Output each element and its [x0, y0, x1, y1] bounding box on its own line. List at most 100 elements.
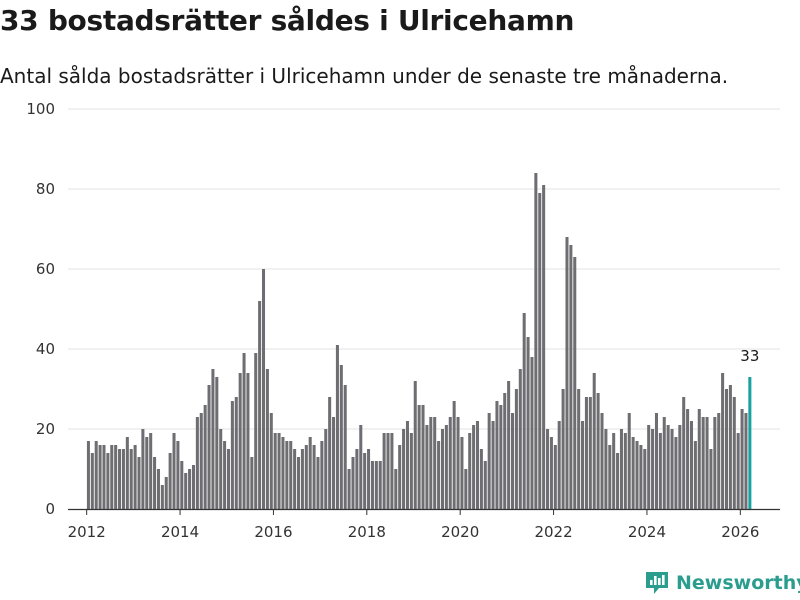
bar	[724, 389, 729, 509]
bar	[721, 373, 725, 509]
bar	[98, 445, 102, 509]
bar	[421, 405, 425, 509]
bar	[191, 465, 195, 509]
bar	[281, 437, 285, 509]
bar	[472, 425, 476, 509]
newsworthy-logo-icon	[646, 572, 668, 594]
bar	[363, 453, 367, 509]
bar	[156, 469, 160, 509]
y-tick-label: 0	[45, 500, 55, 518]
bar	[343, 385, 347, 509]
bar	[647, 425, 651, 509]
bar	[398, 445, 402, 509]
bar	[394, 469, 398, 509]
bar	[367, 449, 371, 509]
x-tick-label: 2026	[721, 523, 759, 541]
bar	[374, 461, 378, 509]
bar	[440, 429, 444, 509]
bar	[530, 357, 534, 509]
x-tick-label: 2020	[441, 523, 479, 541]
bar	[409, 433, 413, 509]
bar	[433, 417, 437, 509]
bar	[320, 441, 324, 509]
bar	[195, 417, 199, 509]
bar	[145, 437, 149, 509]
bar	[697, 409, 701, 509]
bar	[534, 173, 538, 509]
bar	[114, 445, 118, 509]
bar	[487, 413, 491, 509]
bar	[215, 377, 219, 509]
bar	[188, 469, 192, 509]
bar	[316, 457, 320, 509]
bar	[168, 453, 172, 509]
bar	[359, 425, 363, 509]
bar	[682, 397, 686, 509]
y-tick-label: 60	[36, 260, 55, 278]
bar	[172, 433, 176, 509]
bar	[153, 457, 157, 509]
bar	[234, 397, 238, 509]
bar	[149, 433, 153, 509]
bar	[623, 433, 627, 509]
bar	[658, 433, 662, 509]
bar	[382, 433, 386, 509]
y-tick-label: 20	[36, 420, 55, 438]
bar	[277, 433, 281, 509]
bar	[616, 453, 620, 509]
bar	[522, 313, 526, 509]
x-tick-label: 2022	[534, 523, 572, 541]
bar	[402, 429, 406, 509]
bar	[483, 461, 487, 509]
bar	[413, 381, 417, 509]
bar	[133, 445, 137, 509]
bar	[293, 449, 297, 509]
bar	[475, 421, 480, 509]
bar	[370, 461, 374, 509]
bar	[709, 449, 713, 509]
bar	[106, 453, 110, 509]
bar	[242, 353, 246, 509]
bar	[686, 409, 690, 509]
labels: 0 20 40 60 80 100 33 2012 2014 2016 2018 2020 2022 20…	[26, 100, 759, 541]
bar	[456, 417, 460, 509]
page-title: 33 bostadsrätter såldes i Ulricehamn	[0, 4, 575, 37]
bar	[518, 369, 522, 509]
bar	[608, 445, 612, 509]
bar	[94, 441, 98, 509]
brand[interactable]: Newsworthy	[644, 570, 800, 596]
bar	[514, 389, 518, 509]
y-tick-label: 100	[26, 100, 55, 118]
bar	[347, 469, 351, 509]
bar	[258, 301, 262, 509]
bar	[689, 421, 694, 509]
bar	[110, 445, 114, 509]
bar	[184, 473, 188, 509]
bar	[557, 421, 561, 509]
bar	[553, 445, 557, 509]
bar	[635, 441, 639, 509]
bar	[261, 269, 266, 509]
bar	[211, 369, 215, 509]
bar	[573, 257, 577, 509]
y-tick-label: 80	[36, 180, 55, 198]
bar	[417, 405, 421, 509]
bar	[246, 373, 250, 509]
bar	[199, 413, 203, 509]
bar	[643, 449, 647, 509]
bar	[328, 397, 332, 509]
bar	[102, 445, 106, 509]
bar	[90, 453, 94, 509]
axes	[68, 508, 780, 515]
bar	[405, 421, 409, 509]
bar	[507, 381, 511, 509]
bar	[538, 193, 542, 509]
bar	[308, 437, 312, 509]
bar	[223, 441, 227, 509]
bar	[203, 405, 207, 509]
bar	[285, 441, 289, 509]
bar	[269, 413, 273, 509]
x-tick-label: 2014	[161, 523, 199, 541]
bar	[499, 405, 503, 509]
bar	[332, 417, 336, 509]
